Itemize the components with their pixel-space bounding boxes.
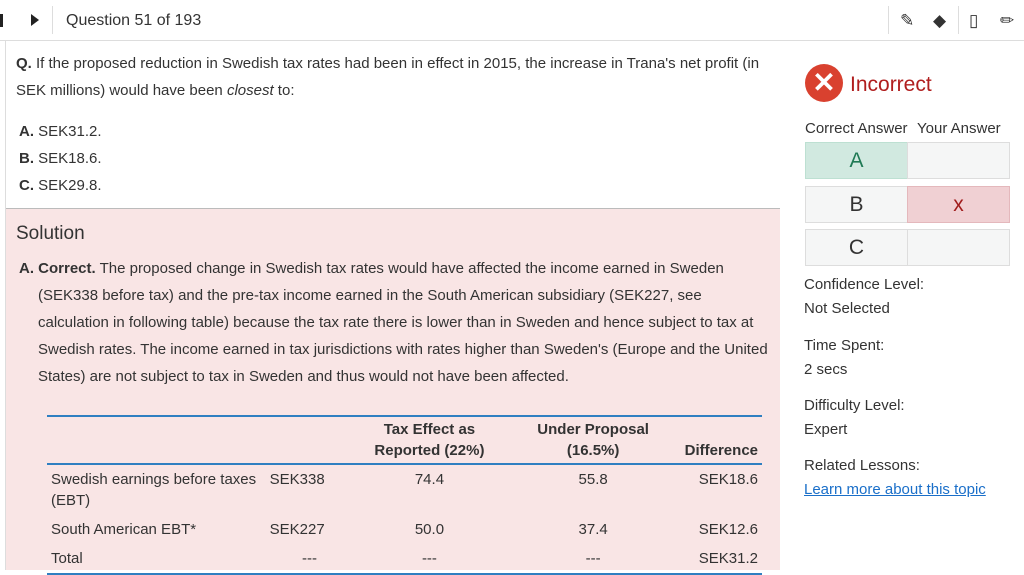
question-panel: Q. If the proposed reduction in Swedish … bbox=[5, 41, 780, 575]
option-b: B. SEK18.6. bbox=[19, 150, 102, 167]
top-bar: Question 51 of 193 ✎ ◆ ▯ ✏ bbox=[0, 0, 1024, 41]
highlighter-icon[interactable]: ✎ bbox=[900, 11, 915, 30]
previous-icon[interactable] bbox=[0, 14, 3, 27]
difficulty-label: Difficulty Level: bbox=[804, 397, 905, 414]
question-counter: Question 51 of 193 bbox=[66, 12, 202, 29]
table-row: Total --- --- --- SEK31.2 bbox=[51, 550, 758, 567]
eraser-icon[interactable]: ◆ bbox=[933, 11, 947, 30]
divider bbox=[52, 6, 53, 34]
next-icon[interactable] bbox=[31, 14, 39, 26]
confidence-value: Not Selected bbox=[804, 300, 890, 317]
confidence-label: Confidence Level: bbox=[804, 276, 925, 293]
time-value: 2 secs bbox=[804, 361, 848, 378]
correct-answer-header: Correct Answer bbox=[805, 120, 908, 137]
divider bbox=[958, 6, 959, 34]
solution-title: Solution bbox=[16, 223, 85, 244]
time-label: Time Spent: bbox=[804, 337, 885, 354]
question-body: If the proposed reduction in Swedish tax… bbox=[16, 55, 760, 99]
result-status: Incorrect bbox=[850, 73, 932, 96]
related-lesson-link[interactable]: Learn more about this topic bbox=[804, 481, 986, 498]
question-area: Q. If the proposed reduction in Swedish … bbox=[6, 41, 780, 209]
question-text: Q. If the proposed reduction in Swedish … bbox=[16, 50, 766, 104]
incorrect-x-icon: ✕ bbox=[805, 64, 843, 102]
option-a: A. SEK31.2. bbox=[19, 123, 102, 140]
correct-answer-b: B bbox=[805, 186, 908, 223]
solution-body: The proposed change in Swedish tax rates… bbox=[38, 260, 768, 385]
question-emphasis: closest bbox=[226, 82, 274, 99]
question-prefix: Q. bbox=[16, 55, 32, 72]
table-header-row: Tax Effect as Reported (22%) Under Propo… bbox=[47, 416, 762, 465]
solution-table: Tax Effect as Reported (22%) Under Propo… bbox=[47, 415, 762, 575]
table-row: South American EBT* SEK227 50.0 37.4 SEK12.6 bbox=[51, 521, 758, 538]
question-end: to: bbox=[273, 82, 295, 99]
lessons-label: Related Lessons: bbox=[804, 457, 920, 474]
solution-text: A. Correct. The proposed change in Swedi… bbox=[19, 255, 771, 390]
correct-answer-c: C bbox=[805, 229, 908, 266]
table-row: Swedish earnings before taxes (EBT) SEK33… bbox=[51, 471, 758, 509]
your-answer-a bbox=[907, 142, 1010, 179]
result-panel: ✕ Incorrect Correct Answer Your Answer A… bbox=[781, 41, 1024, 570]
solution-lead: A. Correct. bbox=[19, 260, 96, 277]
your-answer-c bbox=[907, 229, 1010, 266]
your-answer-header: Your Answer bbox=[917, 120, 1001, 137]
pencil-icon[interactable]: ✏ bbox=[1000, 11, 1015, 30]
bookmark-icon[interactable]: ▯ bbox=[969, 11, 979, 30]
solution-area: Solution A. Correct. The proposed change… bbox=[6, 209, 780, 575]
divider bbox=[888, 6, 889, 34]
option-c: C. SEK29.8. bbox=[19, 177, 102, 194]
difficulty-value: Expert bbox=[804, 421, 848, 438]
correct-answer-a: A bbox=[805, 142, 908, 179]
your-answer-b: x bbox=[907, 186, 1010, 223]
